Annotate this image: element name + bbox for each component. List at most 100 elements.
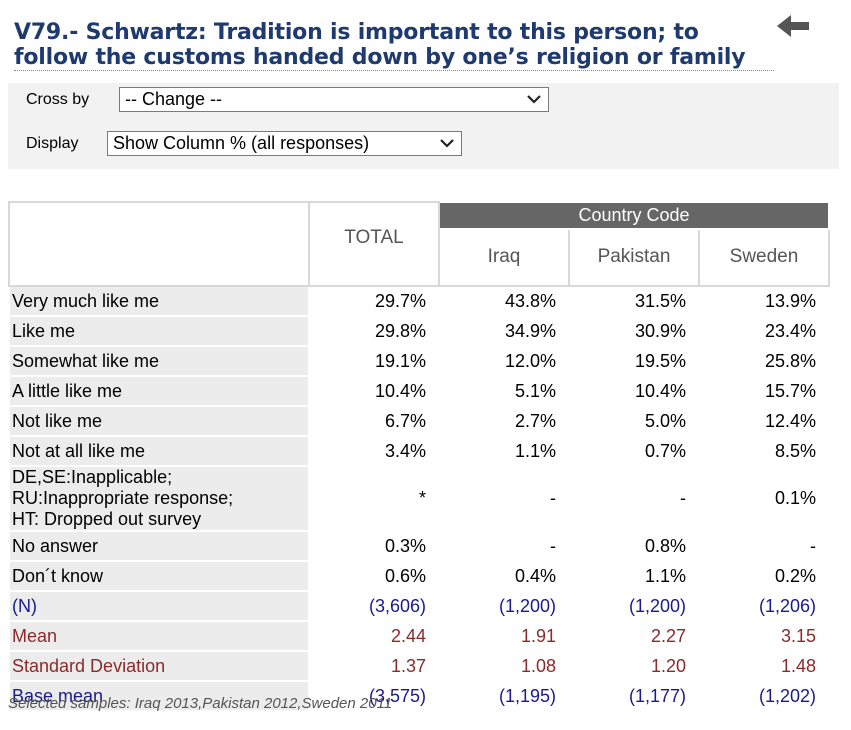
display-label: Display (26, 135, 79, 152)
results-table: TOTAL Country Code Iraq Pakistan Sweden … (8, 201, 830, 712)
value-cell: 10.4% (568, 375, 700, 407)
value-cell: (1,200) (438, 590, 570, 622)
display-value: Show Column % (all responses) (113, 133, 370, 153)
value-cell: 1.91 (438, 620, 570, 652)
value-cell: 15.7% (698, 375, 830, 407)
value-cell: (1,195) (438, 680, 570, 712)
value-cell: 1.1% (438, 435, 570, 467)
controls-panel: Cross by -- Change -- Display Show Colum… (8, 83, 839, 169)
total-cell: * (308, 465, 440, 532)
value-cell: 0.8% (568, 530, 700, 562)
table-row: Not like me 6.7% 2.7% 5.0% 12.4% (8, 405, 830, 437)
total-cell: 29.7% (308, 285, 440, 317)
table-row: Don´t know 0.6% 0.4% 1.1% 0.2% (8, 560, 830, 592)
table-row: Very much like me 29.7% 43.8% 31.5% 13.9… (8, 285, 830, 317)
country-header-sweden: Sweden (698, 227, 830, 288)
row-label-line: DE,SE:Inapplicable; (12, 467, 173, 487)
total-cell: 29.8% (308, 315, 440, 347)
row-label: Somewhat like me (8, 345, 310, 377)
value-cell: 23.4% (698, 315, 830, 347)
total-cell: 0.6% (308, 560, 440, 592)
cross-by-select[interactable]: -- Change -- (119, 87, 549, 112)
value-cell: 34.9% (438, 315, 570, 347)
row-label: Like me (8, 315, 310, 347)
total-cell: 19.1% (308, 345, 440, 377)
value-cell: 1.20 (568, 650, 700, 682)
table-row: Like me 29.8% 34.9% 30.9% 23.4% (8, 315, 830, 347)
value-cell: 19.5% (568, 345, 700, 377)
value-cell: 0.4% (438, 560, 570, 592)
value-cell: 1.48 (698, 650, 830, 682)
cross-by-value: -- Change -- (125, 89, 223, 109)
chevron-down-icon (440, 139, 454, 148)
total-cell: (3,606) (308, 590, 440, 622)
value-cell: - (568, 465, 700, 532)
row-label: No answer (8, 530, 310, 562)
table-row: No answer 0.3% - 0.8% - (8, 530, 830, 562)
value-cell: (1,206) (698, 590, 830, 622)
row-label: Don´t know (8, 560, 310, 592)
table-row: Somewhat like me 19.1% 12.0% 19.5% 25.8% (8, 345, 830, 377)
value-cell: 43.8% (438, 285, 570, 317)
total-cell: 3.4% (308, 435, 440, 467)
table-row: DE,SE:Inapplicable; RU:Inappropriate res… (8, 465, 830, 532)
value-cell: 12.4% (698, 405, 830, 437)
value-cell: 0.7% (568, 435, 700, 467)
row-label: Standard Deviation (8, 650, 310, 682)
value-cell: (1,202) (698, 680, 830, 712)
value-cell: - (698, 530, 830, 562)
value-cell: 8.5% (698, 435, 830, 467)
value-cell: 31.5% (568, 285, 700, 317)
value-cell: 0.2% (698, 560, 830, 592)
value-cell: 1.08 (438, 650, 570, 682)
value-cell: 2.27 (568, 620, 700, 652)
cross-by-label: Cross by (26, 91, 90, 108)
value-cell: 2.7% (438, 405, 570, 437)
value-cell: 30.9% (568, 315, 700, 347)
row-label: Very much like me (8, 285, 310, 317)
value-cell: - (438, 465, 570, 532)
chevron-down-icon (527, 95, 541, 104)
row-label: A little like me (8, 375, 310, 407)
total-cell: 6.7% (308, 405, 440, 437)
row-label: Not at all like me (8, 435, 310, 467)
value-cell: 13.9% (698, 285, 830, 317)
row-label: Base mean (8, 680, 310, 712)
footnote: Selected samples: Iraq 2013,Pakistan 201… (8, 695, 393, 712)
value-cell: 3.15 (698, 620, 830, 652)
total-cell: 1.37 (308, 650, 440, 682)
row-label: Not like me (8, 405, 310, 437)
total-cell: (3,575) (308, 680, 440, 712)
country-header-pakistan: Pakistan (568, 227, 700, 288)
total-header: TOTAL (308, 201, 440, 287)
row-label: Mean (8, 620, 310, 652)
country-header-iraq: Iraq (438, 227, 570, 288)
value-cell: 12.0% (438, 345, 570, 377)
value-cell: (1,200) (568, 590, 700, 622)
total-cell: 0.3% (308, 530, 440, 562)
value-cell: - (438, 530, 570, 562)
row-label: (N) (8, 590, 310, 622)
total-cell: 10.4% (308, 375, 440, 407)
country-code-header: Country Code (438, 201, 830, 230)
table-row: Not at all like me 3.4% 1.1% 0.7% 8.5% (8, 435, 830, 467)
row-label-line: HT: Dropped out survey (12, 509, 202, 529)
header-corner (8, 201, 310, 287)
value-cell: (1,177) (568, 680, 700, 712)
value-cell: 0.1% (698, 465, 830, 532)
back-arrow-icon[interactable] (775, 12, 811, 42)
n-row: (N) (3,606) (1,200) (1,200) (1,206) (8, 590, 830, 622)
base-mean-row: Base mean (3,575) (1,195) (1,177) (1,202… (8, 680, 830, 712)
display-select[interactable]: Show Column % (all responses) (107, 131, 462, 156)
sd-row: Standard Deviation 1.37 1.08 1.20 1.48 (8, 650, 830, 682)
value-cell: 5.0% (568, 405, 700, 437)
row-label-line: RU:Inappropriate response; (12, 488, 234, 508)
value-cell: 1.1% (568, 560, 700, 592)
total-cell: 2.44 (308, 620, 440, 652)
mean-row: Mean 2.44 1.91 2.27 3.15 (8, 620, 830, 652)
value-cell: 5.1% (438, 375, 570, 407)
value-cell: 25.8% (698, 345, 830, 377)
page-title: V79.- Schwartz: Tradition is important t… (14, 20, 774, 71)
row-label: DE,SE:Inapplicable; RU:Inappropriate res… (8, 465, 310, 532)
table-row: A little like me 10.4% 5.1% 10.4% 15.7% (8, 375, 830, 407)
